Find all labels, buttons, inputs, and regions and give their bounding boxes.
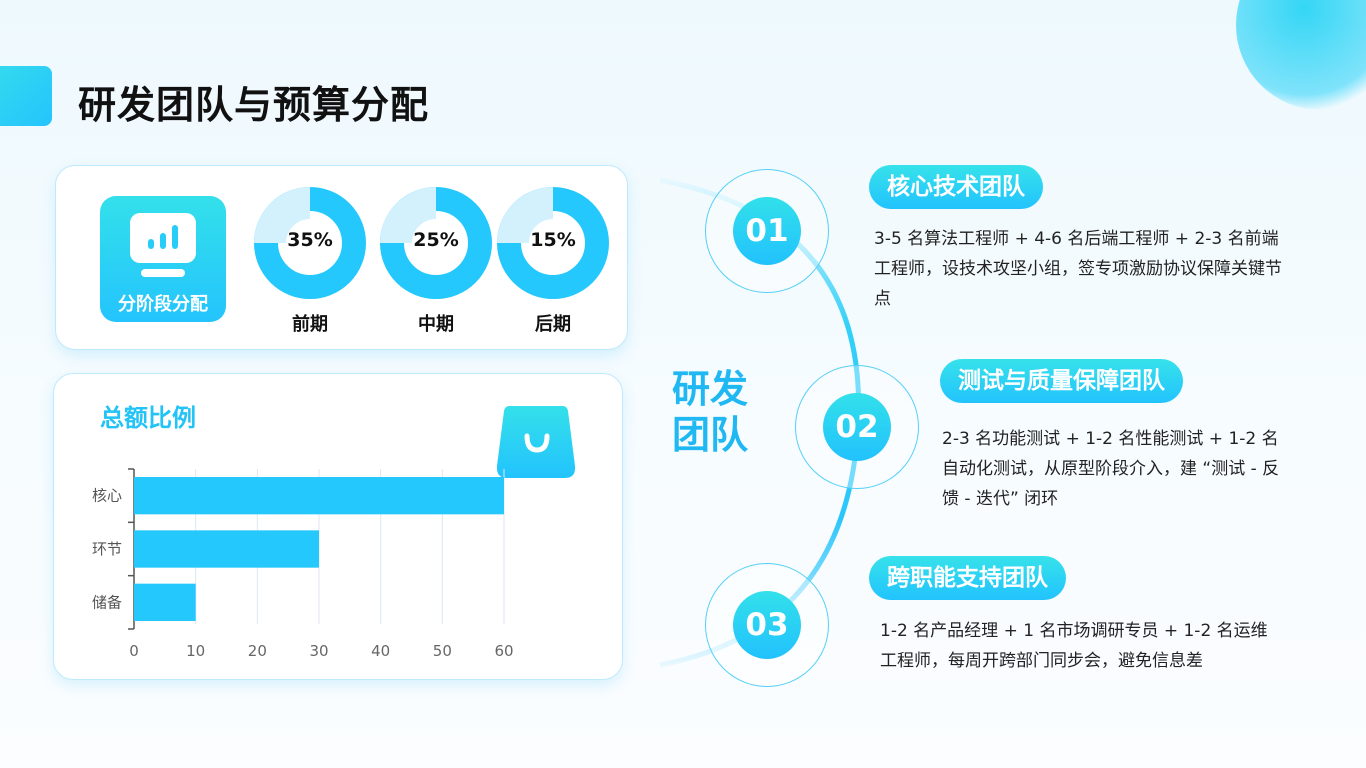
x-tick-label: 30 bbox=[309, 642, 328, 660]
team-title-core: 核心技术团队 bbox=[869, 165, 1043, 209]
donut-percent: 35% bbox=[287, 229, 333, 251]
team-title-qa: 测试与质量保障团队 bbox=[940, 359, 1183, 403]
donut-late: 15% 后期 bbox=[496, 186, 610, 335]
team-node-01: 01 bbox=[705, 169, 829, 293]
donut-label: 前期 bbox=[292, 314, 328, 335]
chart-title: 总额比例 bbox=[100, 404, 196, 432]
x-tick-label: 50 bbox=[433, 642, 452, 660]
bar-环节 bbox=[134, 530, 319, 568]
y-category-label: 环节 bbox=[92, 540, 122, 558]
total-ratio-card: 总额比例 0 10 20 30 40 50 60 核心环节储备 bbox=[53, 373, 623, 680]
stage-allocation-tile: 分阶段分配 bbox=[100, 196, 226, 322]
team-number: 02 bbox=[823, 393, 891, 461]
center-label-line: 团队 bbox=[672, 413, 749, 457]
donut-early: 35% 前期 bbox=[253, 186, 367, 335]
y-category-label: 储备 bbox=[92, 593, 122, 611]
decorative-corner-circle bbox=[1236, 0, 1366, 110]
x-tick-label: 0 bbox=[129, 642, 139, 660]
donut-label: 后期 bbox=[535, 314, 571, 335]
stage-tile-label: 分阶段分配 bbox=[118, 294, 208, 315]
x-tick-label: 60 bbox=[494, 642, 513, 660]
donut-track-segment bbox=[380, 187, 436, 243]
bar-储备 bbox=[134, 583, 196, 621]
team-desc-qa: 2-3 名功能测试 + 1-2 名性能测试 + 1-2 名自动化测试，从原型阶段… bbox=[942, 429, 1280, 509]
donut-percent: 25% bbox=[413, 229, 459, 251]
monitor-stand bbox=[141, 269, 185, 277]
team-title-support: 跨职能支持团队 bbox=[869, 556, 1066, 600]
y-category-label: 核心 bbox=[92, 487, 122, 505]
x-tick-label: 10 bbox=[186, 642, 205, 660]
title-accent-bar bbox=[0, 66, 52, 126]
x-tick-label: 20 bbox=[248, 642, 267, 660]
team-desc-support: 1-2 名产品经理 + 1 名市场调研专员 + 1-2 名运维工程师，每周开跨部… bbox=[880, 621, 1268, 671]
team-desc-core: 3-5 名算法工程师 + 4-6 名后端工程师 + 2-3 名前端工程师，设技术… bbox=[874, 229, 1282, 309]
team-node-03: 03 bbox=[705, 563, 829, 687]
donut-mid: 25% 中期 bbox=[379, 186, 493, 335]
donut-track-segment bbox=[254, 187, 310, 243]
team-number: 03 bbox=[733, 591, 801, 659]
shopping-bag-icon bbox=[497, 406, 576, 478]
stage-allocation-card: 分阶段分配 35% 前期 25% 中期 15% 后期 bbox=[55, 165, 628, 350]
x-tick-label: 40 bbox=[371, 642, 390, 660]
center-label-line: 研发 bbox=[672, 367, 749, 411]
donut-label: 中期 bbox=[418, 314, 454, 335]
monitor-chart-icon bbox=[130, 213, 196, 263]
page-title: 研发团队与预算分配 bbox=[78, 83, 430, 127]
donut-track-segment bbox=[497, 187, 553, 243]
bar-核心 bbox=[134, 477, 504, 515]
donut-percent: 15% bbox=[530, 229, 576, 251]
team-number: 01 bbox=[733, 197, 801, 265]
team-node-02: 02 bbox=[795, 365, 919, 489]
team-center-label: 研发 团队 bbox=[672, 366, 762, 458]
